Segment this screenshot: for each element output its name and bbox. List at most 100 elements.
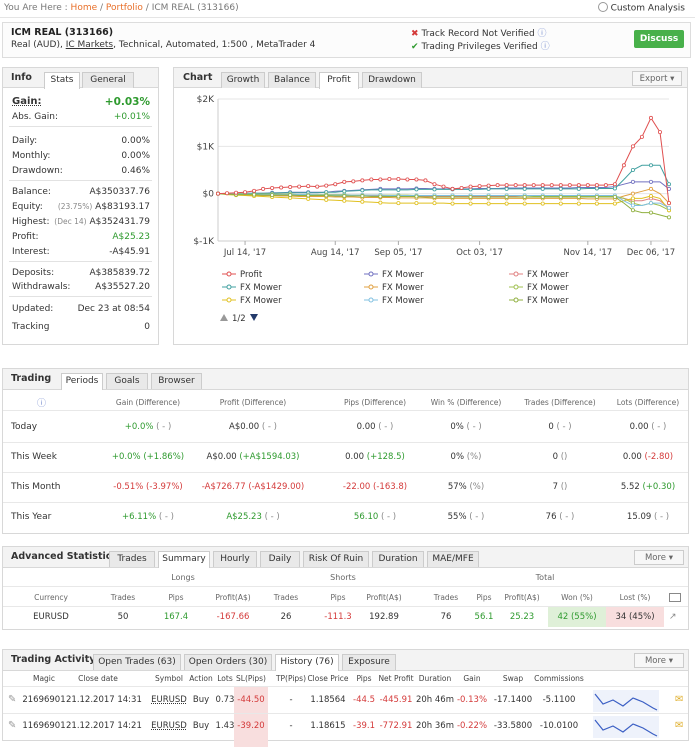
data-point: [612, 201, 617, 206]
pager-down-icon[interactable]: [250, 314, 258, 321]
data-point: [558, 183, 563, 188]
discuss-button[interactable]: Discuss: [634, 30, 684, 48]
custom-analysis-link[interactable]: Custom Analysis: [597, 2, 685, 14]
data-point: [594, 201, 599, 206]
help-icon[interactable]: ⓘ: [37, 399, 47, 409]
pager-up-icon[interactable]: [220, 314, 228, 321]
pencil-icon[interactable]: ✎: [8, 720, 17, 731]
tab-history[interactable]: History (76): [275, 654, 339, 671]
chart-panel: Chart Growth Balance Profit Drawdown Exp…: [173, 67, 688, 345]
monthly-label: Monthly:: [12, 151, 51, 161]
deposits-label: Deposits:: [12, 268, 55, 278]
history-cell[interactable]: EURUSD: [151, 695, 187, 705]
history-cell: -17.1400: [493, 695, 533, 705]
summary-header-cell: Profit(A$): [504, 593, 540, 602]
export-dropdown[interactable]: Export ▾: [632, 71, 682, 86]
tab-summary[interactable]: Summary: [158, 551, 210, 568]
summary-header-cell: Profit(A$): [215, 593, 251, 602]
data-point: [630, 191, 635, 196]
data-point: [585, 183, 590, 188]
data-point: [621, 163, 626, 168]
trading-privileges-label: Trading Privileges Verified: [421, 42, 538, 52]
data-point: [243, 190, 248, 195]
broker-link[interactable]: IC Markets: [65, 40, 114, 50]
header-pips: Pips (Difference): [343, 398, 406, 407]
account-title: ICM REAL (313166): [11, 27, 114, 38]
tab-general[interactable]: General: [82, 72, 134, 88]
x-tick-label: Jul 14, '17: [223, 248, 266, 258]
tab-duration[interactable]: Duration: [372, 551, 424, 567]
period-trades-diff: (): [560, 482, 568, 492]
data-point: [612, 182, 617, 187]
data-point: [639, 134, 644, 139]
tab-open-trades[interactable]: Open Trades (63): [93, 654, 181, 670]
more-dropdown[interactable]: More ▾: [634, 550, 684, 565]
history-cell: -44.5: [353, 695, 375, 705]
tab-browser[interactable]: Browser: [151, 373, 202, 389]
won-highlight: [548, 607, 606, 627]
summary-header-cell: Trades: [110, 593, 136, 602]
help-icon[interactable]: ⓘ: [537, 29, 547, 39]
data-point: [576, 183, 581, 188]
tab-open-orders[interactable]: Open Orders (30): [184, 654, 272, 670]
table-view-icon[interactable]: [669, 593, 681, 602]
tab-drawdown[interactable]: Drawdown: [362, 72, 422, 88]
more-dropdown[interactable]: More ▾: [634, 653, 684, 668]
period-win-diff: ( - ): [469, 512, 485, 522]
tab-daily[interactable]: Daily: [260, 551, 300, 567]
daily-value: 0.00%: [121, 136, 150, 146]
history-cell: 11696901: [22, 721, 66, 731]
group-total: Total: [535, 573, 555, 582]
tab-balance[interactable]: Balance: [268, 72, 316, 88]
period-pips-value: 56.10: [353, 512, 379, 522]
sparkline-line: [594, 693, 658, 711]
legend-entry: FX Mower: [382, 270, 424, 280]
period-profit-value: -A$726.77: [201, 482, 246, 492]
period-win-value: 0%: [450, 422, 464, 432]
divider: [3, 606, 688, 607]
history-header-cell: Close date: [78, 674, 118, 683]
data-point: [468, 184, 473, 189]
summary-cell: 76: [440, 612, 452, 622]
data-point: [369, 177, 374, 182]
summary-cell: EURUSD: [33, 612, 69, 622]
tab-mae-mfe[interactable]: MAE/MFE: [427, 551, 479, 567]
period-win-diff: (%): [469, 482, 485, 492]
tab-periods[interactable]: Periods: [61, 373, 103, 390]
gain-value: +0.03%: [104, 96, 150, 108]
tab-goals[interactable]: Goals: [106, 373, 148, 389]
account-type: Real (AUD),: [11, 40, 66, 50]
history-header-cell: Lots: [217, 674, 233, 683]
tab-profit[interactable]: Profit: [319, 72, 359, 89]
comment-icon[interactable]: ✉: [675, 720, 684, 731]
tab-growth[interactable]: Growth: [221, 72, 265, 88]
summary-header-cell: Trades: [433, 593, 459, 602]
divider: [3, 586, 688, 587]
tab-stats[interactable]: Stats: [44, 72, 80, 89]
data-point: [648, 186, 653, 191]
tab-hourly[interactable]: Hourly: [213, 551, 257, 567]
breadcrumb-portfolio-link[interactable]: Portfolio: [105, 3, 143, 13]
sparkline-bg: [593, 716, 659, 738]
lost-highlight: [606, 607, 664, 627]
history-cell: 20h 46m: [415, 695, 454, 705]
pencil-icon[interactable]: ✎: [8, 694, 17, 705]
tab-risk-of-ruin[interactable]: Risk Of Ruin: [303, 551, 369, 567]
data-point: [486, 201, 491, 206]
history-cell[interactable]: EURUSD: [151, 721, 187, 731]
period-trades-value: 76: [545, 512, 557, 522]
comment-icon[interactable]: ✉: [675, 694, 684, 705]
advanced-statistics-panel: Advanced Statistics Trades Summary Hourl…: [2, 546, 689, 630]
x-tick-label: Aug 14, '17: [311, 248, 360, 258]
data-point: [666, 201, 671, 206]
trading-title: Trading: [11, 373, 52, 384]
data-point: [360, 178, 365, 183]
help-icon[interactable]: ⓘ: [540, 42, 550, 52]
period-pips-diff: ( - ): [378, 422, 394, 432]
tab-exposure[interactable]: Exposure: [342, 654, 396, 670]
chart-view-icon[interactable]: ↗: [669, 612, 677, 622]
custom-analysis-icon: [597, 2, 608, 12]
period-win-cell: 0% ( - ): [396, 422, 536, 432]
tab-trades[interactable]: Trades: [109, 551, 155, 567]
breadcrumb-home-link[interactable]: Home: [70, 3, 98, 13]
